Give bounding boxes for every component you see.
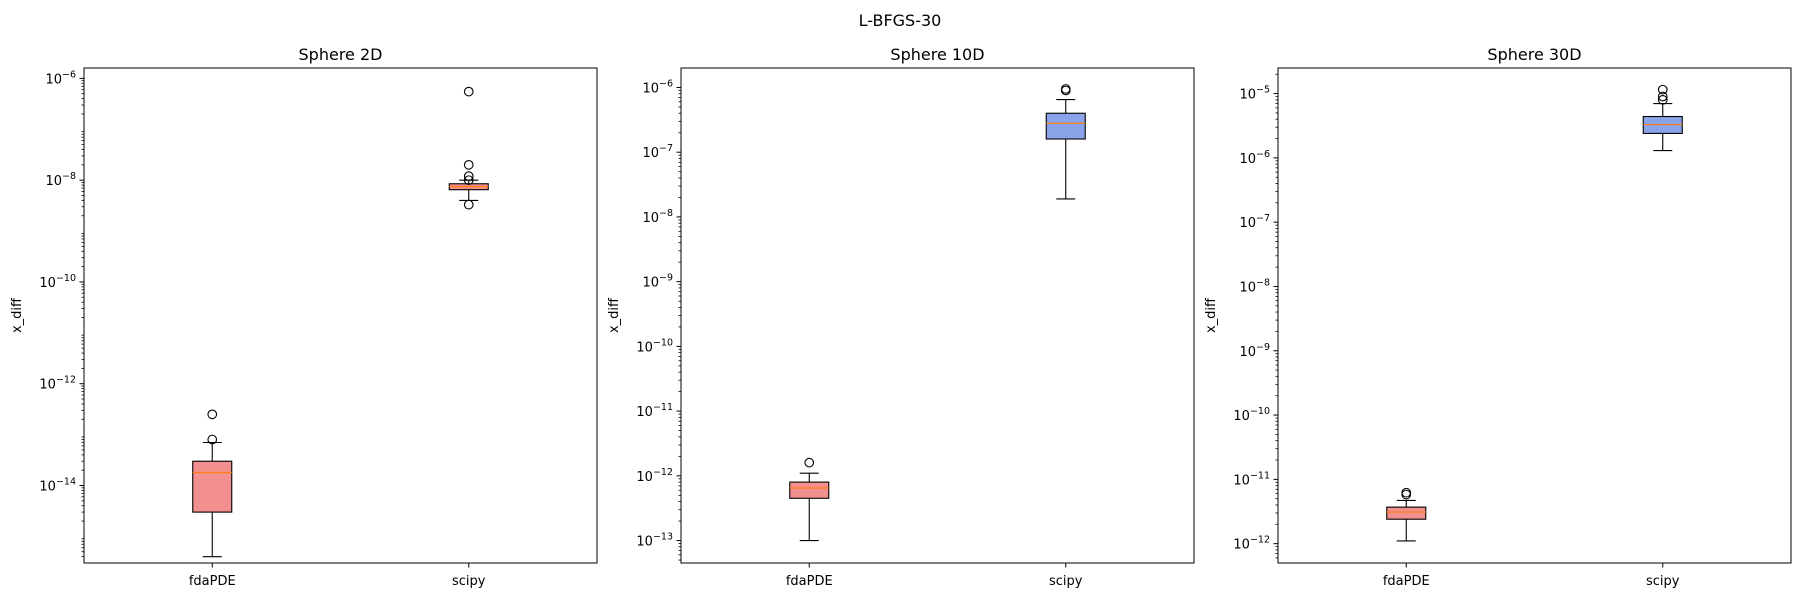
panel-2-ytick-label: 10−10 [636, 337, 673, 355]
box-body [192, 460, 233, 513]
panel-2-axes-frame [680, 67, 1195, 564]
panel-3-xtick-label-fdapde: fdaPDE [1383, 574, 1430, 589]
outlier-point [1657, 91, 1668, 102]
panel-3-ylabel: x_diff [1204, 297, 1219, 333]
outlier-point [1060, 84, 1071, 94]
panel-1-ytick-label: 10−14 [39, 477, 76, 495]
panel-2-xtick-label-scipy: scipy [1049, 574, 1083, 589]
panel-1-axes-frame [83, 67, 598, 564]
panel-2-ytick-label: 10−7 [642, 143, 673, 161]
panel-2-ytick-label: 10−13 [636, 532, 673, 550]
box-body [1386, 506, 1427, 520]
panel-2-ytick-label: 10−11 [636, 402, 673, 420]
outlier-point [1657, 84, 1668, 95]
outlier-point [1401, 489, 1412, 500]
panel-1-title: Sphere 2D [299, 45, 383, 64]
panel-3-ytick-label: 10−6 [1239, 149, 1270, 167]
panel-3-ytick-label: 10−7 [1239, 213, 1270, 231]
panel-3-ytick-label: 10−12 [1233, 535, 1270, 553]
panel-2-ytick-label: 10−8 [642, 208, 673, 226]
panel-3-box-fdapde [1386, 487, 1427, 542]
outlier-point [207, 434, 218, 445]
panel-1-box-fdapde [192, 409, 233, 558]
outlier-point [463, 175, 474, 186]
panel-3-ytick-label: 10−5 [1239, 85, 1270, 103]
panel-1-ytick-label: 10−6 [45, 69, 76, 87]
figure-title: L-BFGS-30 [859, 11, 942, 30]
panel-1-ytick-label: 10−8 [45, 171, 76, 189]
outlier-point [1401, 487, 1412, 498]
panel-3-ytick-label: 10−9 [1239, 342, 1270, 360]
panel-2-ytick-label: 10−6 [642, 78, 673, 96]
panel-1-xtick-label-scipy: scipy [452, 574, 486, 589]
panel-1-box-scipy [448, 86, 489, 210]
panel-1-xtick-label-fdapde: fdaPDE [189, 574, 236, 589]
panel-1-ylabel: x_diff [10, 297, 25, 333]
panels: Sphere 2D x_diff 10−14 10−12 10−10 10−8 10−6 fd… [10, 45, 1792, 589]
panel-3-ytick-label: 10−11 [1233, 470, 1270, 488]
outlier-point [463, 171, 474, 181]
outlier-point [1657, 94, 1668, 105]
panel-3-xtick-label-scipy: scipy [1646, 574, 1680, 589]
panel-2-ytick-label: 10−12 [636, 467, 673, 485]
panel-3: Sphere 30D x_diff 10−12 10−11 10−10 10−9 10−8 1… [1204, 45, 1792, 589]
panel-2-ytick-label: 10−9 [642, 273, 673, 291]
outlier-point [463, 199, 474, 210]
panel-3-ytick-label: 10−8 [1239, 277, 1270, 295]
panel-2-title: Sphere 10D [890, 45, 984, 64]
outlier-point [804, 457, 815, 468]
panel-3-ytick-label: 10−10 [1233, 406, 1270, 424]
panel-1-ytick-label: 10−12 [39, 375, 76, 393]
outlier-point [463, 159, 474, 170]
panel-2: Sphere 10D x_diff 10−13 10−12 10−11 10−10 10−9… [607, 45, 1195, 589]
panel-3-axes-frame [1277, 67, 1792, 564]
outlier-point [463, 86, 474, 97]
panel-3-box-scipy [1642, 84, 1683, 152]
panel-3-title: Sphere 30D [1487, 45, 1581, 64]
panel-2-xtick-label-fdapde: fdaPDE [786, 574, 833, 589]
panel-1-ytick-label: 10−10 [39, 273, 76, 291]
box-body [789, 481, 830, 499]
panel-1: Sphere 2D x_diff 10−14 10−12 10−10 10−8 10−6 fd… [10, 45, 598, 589]
panel-2-box-scipy [1045, 84, 1086, 200]
panel-2-ylabel: x_diff [607, 297, 622, 333]
box-body [1045, 112, 1086, 140]
outlier-point [207, 409, 218, 420]
panel-2-box-fdapde [789, 457, 830, 542]
